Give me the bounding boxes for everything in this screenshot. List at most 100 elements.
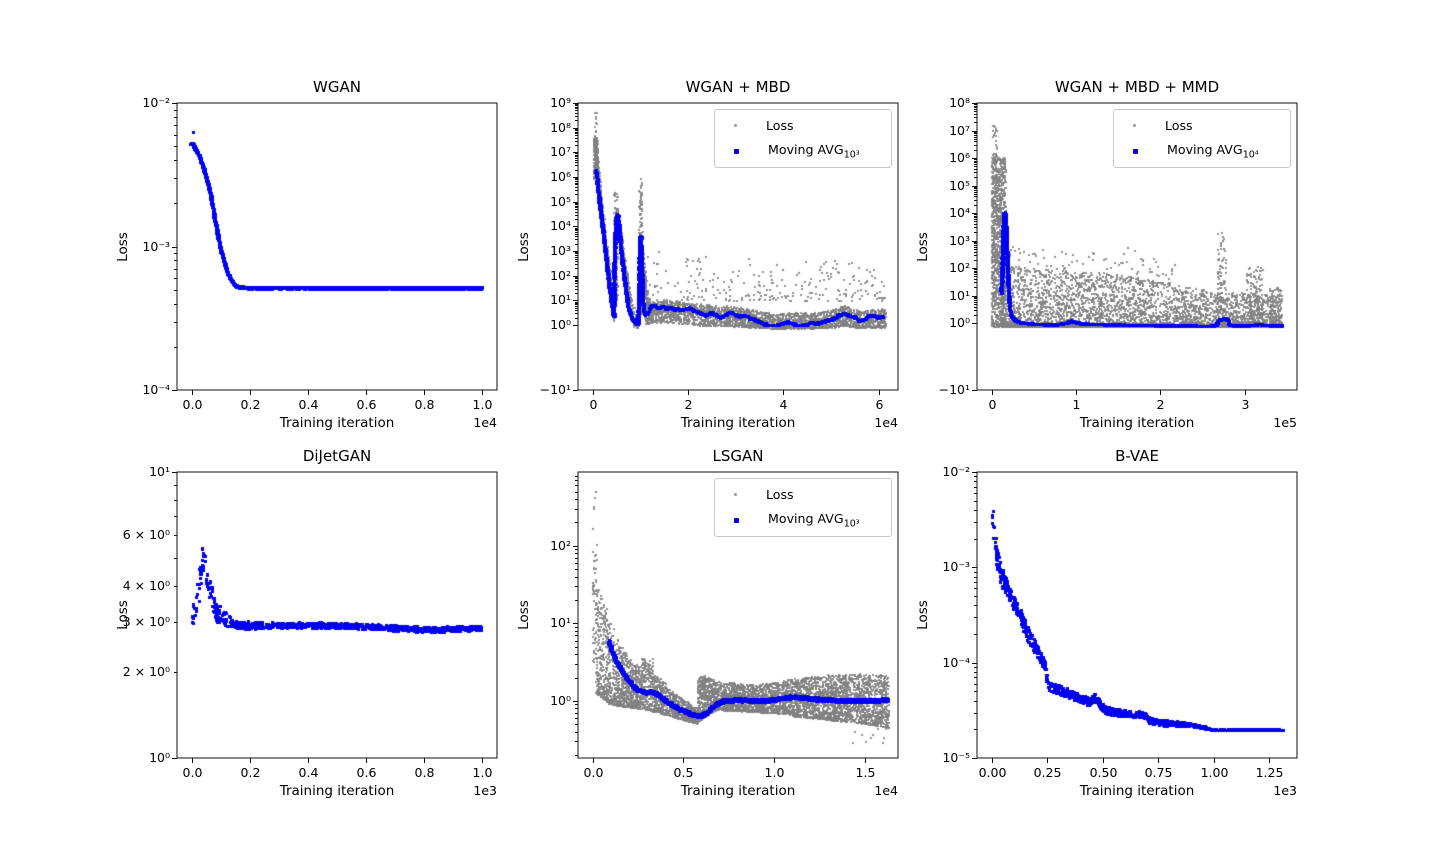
x-axis-label: Training iteration	[279, 783, 395, 799]
x-tick-label: 2	[684, 397, 693, 412]
x-tick-label: 1.0	[472, 765, 493, 780]
x-tick-label: 0.6	[356, 397, 377, 412]
x-tick-label: 0.00	[978, 765, 1007, 780]
legend: Loss Moving AVG10³	[714, 109, 892, 168]
legend: Loss Moving AVG10³	[714, 478, 892, 537]
x-tick-label: 6	[875, 397, 884, 412]
x-tick-label: 3	[1241, 397, 1250, 412]
x-tick-label: 0.8	[414, 765, 435, 780]
y-tick-label: 10⁻²	[942, 464, 970, 479]
x-tick-label: 1	[1072, 397, 1081, 412]
y-tick-label: 10⁴	[550, 218, 571, 233]
y-axis-label: Loss	[516, 231, 532, 262]
subplot-b-vae: B-VAE Loss Training iteration 1e3 10⁻² 10…	[885, 436, 1325, 820]
y-tick-label: 10⁻³	[942, 559, 970, 574]
chart-title: DiJetGAN	[302, 447, 372, 465]
y-tick-label: 10⁴	[949, 205, 970, 220]
x-tick-label: 0.75	[1144, 765, 1173, 780]
chart-title: WGAN + MBD + MMD	[1054, 78, 1220, 96]
y-tick-label: −10¹	[938, 382, 970, 397]
y-tick-label: 10⁸	[949, 95, 970, 110]
y-tick-label: 10⁶	[949, 150, 970, 165]
y-tick-label: 10⁶	[550, 169, 571, 184]
x-tick-label: 0	[589, 397, 598, 412]
x-axis-offset-label: 1e4	[874, 415, 898, 430]
x-tick-label: 2	[1156, 397, 1165, 412]
y-tick-label: 10⁻⁴	[942, 655, 970, 670]
moving-avg-marker-icon	[734, 517, 739, 523]
x-tick-label: 0	[988, 397, 997, 412]
x-tick-label: 0.4	[298, 397, 319, 412]
x-tick-label: 0.5	[673, 765, 694, 780]
y-tick-label: 10¹	[949, 288, 970, 303]
legend-label-loss: Loss	[1165, 117, 1193, 133]
subplot-dijetgan: DiJetGAN Loss Training iteration 1e3 10¹…	[85, 436, 525, 820]
x-axis-offset-label: 1e3	[473, 783, 497, 798]
y-tick-label: 10⁹	[550, 95, 571, 110]
x-tick-label: 1.5	[855, 765, 876, 780]
subplot-wgan: WGAN Loss Training iteration 1e4 10⁻² 10⁻…	[85, 67, 525, 452]
x-tick-label: 0.4	[298, 765, 319, 780]
x-tick-label: 4	[779, 397, 788, 412]
y-tick-label: 10⁻²	[142, 95, 170, 110]
x-axis-offset-label: 1e4	[473, 415, 497, 430]
y-tick-label: 10¹	[149, 464, 170, 479]
legend-item-loss: Loss	[1114, 112, 1290, 138]
chart-title: B-VAE	[1115, 447, 1159, 465]
x-axis-label: Training iteration	[1079, 415, 1195, 431]
x-tick-label: 0.2	[240, 765, 261, 780]
x-axis-label: Training iteration	[279, 415, 395, 431]
y-tick-label: 10²	[949, 260, 970, 275]
x-tick-label: 0.0	[182, 765, 203, 780]
chart-title: WGAN + MBD	[685, 78, 791, 96]
y-tick-label: 10⁵	[550, 194, 571, 209]
chart-title: LSGAN	[712, 447, 764, 465]
x-tick-label: 0.6	[356, 765, 377, 780]
y-tick-label: 10³	[550, 243, 571, 258]
legend-label-main: Moving AVG	[768, 510, 844, 526]
y-tick-label: −10¹	[539, 382, 571, 397]
x-axis-offset-label: 1e3	[1273, 783, 1297, 798]
y-tick-label: 10⁰	[149, 750, 170, 765]
x-axis-offset-label: 1e5	[1273, 415, 1297, 430]
legend-item-moving-avg: Moving AVG10³	[715, 138, 891, 164]
y-tick-label: 10⁸	[550, 120, 571, 135]
y-tick-label: 3 × 10⁰	[122, 614, 170, 629]
subplot-wgan-mbd: WGAN + MBD Loss Training iteration 1e4 L…	[486, 67, 926, 452]
y-tick-label: 10¹	[550, 615, 571, 630]
x-tick-label: 1.0	[764, 765, 785, 780]
x-tick-label: 0.25	[1033, 765, 1062, 780]
legend-label-subscript: 10⁴	[1242, 149, 1259, 161]
x-axis-label: Training iteration	[1079, 783, 1195, 799]
y-tick-label: 10²	[550, 538, 571, 553]
y-axis-label: Loss	[915, 600, 931, 630]
legend-label-loss: Loss	[766, 486, 794, 502]
y-tick-label: 4 × 10⁰	[122, 578, 170, 593]
x-tick-label: 0.2	[240, 397, 261, 412]
y-tick-label: 10⁰	[550, 693, 571, 708]
x-tick-label: 1.00	[1200, 765, 1229, 780]
x-tick-label: 1.0	[472, 397, 493, 412]
plot-points-canvas	[177, 103, 497, 390]
x-axis-label: Training iteration	[680, 783, 796, 799]
plot-points-canvas	[977, 472, 1297, 758]
y-tick-label: 10⁷	[550, 144, 571, 159]
legend-item-moving-avg: Moving AVG10³	[715, 507, 891, 533]
y-tick-label: 10³	[949, 233, 970, 248]
x-tick-label: 0.0	[182, 397, 203, 412]
legend-label-subscript: 10³	[843, 518, 860, 530]
loss-marker-icon	[734, 123, 737, 127]
y-tick-label: 10⁵	[949, 178, 970, 193]
legend-item-loss: Loss	[715, 112, 891, 138]
legend-label-main: Moving AVG	[1167, 141, 1243, 157]
y-tick-label: 10⁻³	[142, 239, 170, 254]
x-tick-label: 0.50	[1089, 765, 1118, 780]
y-axis-label: Loss	[516, 600, 532, 630]
x-axis-label: Training iteration	[680, 415, 796, 431]
legend-item-loss: Loss	[715, 481, 891, 507]
loss-marker-icon	[734, 492, 737, 496]
subplot-lsgan: LSGAN Loss Training iteration 1e4 Loss M…	[486, 436, 926, 820]
x-tick-label: 1.25	[1255, 765, 1284, 780]
y-axis-label: Loss	[915, 231, 931, 262]
